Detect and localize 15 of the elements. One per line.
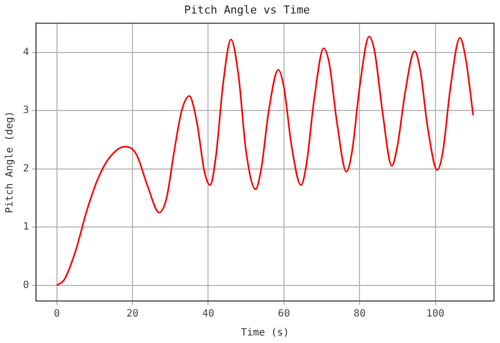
x-tick-label: 20 (126, 308, 139, 320)
x-tick-label: 0 (54, 308, 60, 320)
y-tick-label: 4 (22, 46, 30, 58)
chart-title: Pitch Angle vs Time (184, 3, 310, 16)
y-axis-title: Pitch Angle (deg) (4, 110, 16, 214)
x-tick-label: 100 (426, 308, 444, 320)
x-tick-label: 60 (278, 308, 290, 320)
x-tick-label: 40 (202, 308, 214, 320)
x-tick-label: 80 (354, 308, 366, 320)
y-tick-label: 3 (22, 105, 30, 116)
line-series (56, 36, 474, 286)
y-tick-label: 1 (22, 222, 30, 233)
x-axis-title: Time (s) (240, 328, 290, 339)
y-tick-label: 0 (22, 280, 30, 291)
y-tick-label: 2 (22, 163, 30, 174)
